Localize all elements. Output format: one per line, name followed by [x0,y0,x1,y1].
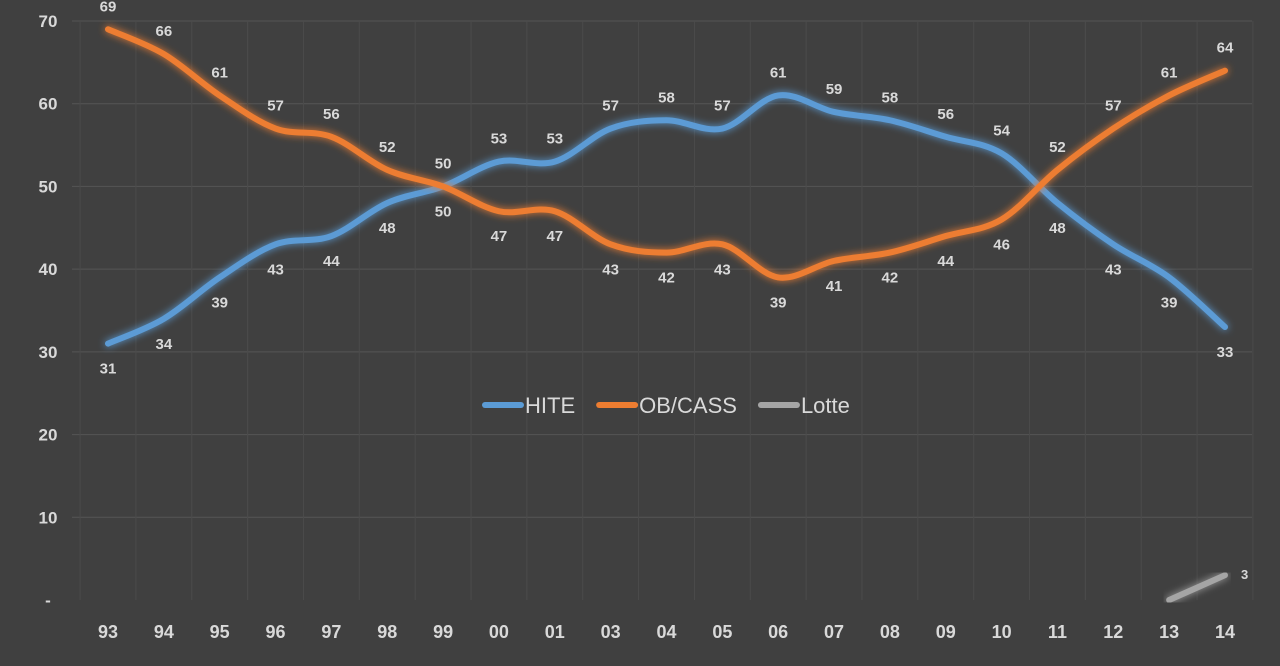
y-tick-label: 10 [39,508,58,527]
data-label-obcass: 43 [602,261,619,278]
x-axis: 93 94 95 96 97 98 99 00 01 03 04 05 06 07 08 09 10 11 12 13… [98,622,1235,642]
data-label-hite: 48 [379,220,396,237]
x-tick-label: 04 [656,622,676,642]
data-label-hite: 50 [435,155,452,172]
x-tick-label: 00 [489,622,509,642]
data-label-hite: 61 [770,64,787,81]
series-line-lotte [1166,572,1228,603]
x-tick-label: 05 [712,622,732,642]
x-tick-label: 94 [154,622,174,642]
data-label-hite: 58 [658,89,675,106]
data-label-obcass: 50 [435,203,452,220]
data-label-obcass: 39 [770,294,787,311]
y-tick-label: 30 [39,343,58,362]
data-label-hite: 31 [100,361,117,378]
data-labels: 31 69 34 66 39 61 43 57 44 56 48 52 50 50 53 47 53 47 57 43… [100,0,1249,582]
x-tick-label: 13 [1159,622,1179,642]
data-label-hite: 59 [826,81,843,98]
data-label-hite: 57 [602,98,619,115]
data-label-obcass: 42 [658,270,675,287]
data-label-hite: 34 [156,336,173,353]
series-line-obcass [105,26,1228,281]
data-label-hite: 56 [937,106,954,123]
data-label-hite: 33 [1217,344,1234,361]
x-tick-label: 09 [936,622,956,642]
data-label-hite: 39 [211,294,228,311]
x-tick-label: 97 [321,622,341,642]
data-label-hite: 53 [546,131,563,148]
data-label-obcass: 46 [993,237,1010,254]
data-label-obcass: 56 [323,106,340,123]
x-tick-label: 95 [210,622,230,642]
y-tick-label: - [45,591,51,610]
data-label-obcass: 69 [100,0,117,15]
legend: HITE OB/CASS Lotte [482,393,850,418]
data-label-hite: 58 [882,89,899,106]
x-tick-label: 03 [601,622,621,642]
y-tick-label: 50 [39,177,58,196]
data-label-obcass: 66 [156,23,173,40]
legend-label: Lotte [801,393,850,418]
x-tick-label: 06 [768,622,788,642]
data-label-obcass: 61 [1161,64,1178,81]
data-label-obcass: 42 [882,270,899,287]
x-tick-label: 10 [992,622,1012,642]
legend-label: OB/CASS [639,393,737,418]
data-label-obcass: 57 [1105,98,1122,115]
data-label-obcass: 43 [714,261,731,278]
data-label-obcass: 47 [546,228,563,245]
data-label-hite: 43 [267,261,284,278]
x-tick-label: 07 [824,622,844,642]
data-label-obcass: 41 [826,278,843,295]
data-label-hite: 54 [993,122,1010,139]
data-label-hite: 57 [714,98,731,115]
x-tick-label: 12 [1103,622,1123,642]
x-tick-label: 11 [1048,622,1067,642]
x-tick-label: 99 [433,622,453,642]
data-label-lotte: 3 [1241,567,1248,582]
data-label-obcass: 61 [211,64,228,81]
data-label-hite: 39 [1161,294,1178,311]
grid [72,20,1254,600]
y-tick-label: 40 [39,260,58,279]
legend-label: HITE [525,393,575,418]
series-line-hite [105,92,1228,347]
data-label-obcass: 47 [491,228,508,245]
x-tick-label: 98 [377,622,397,642]
data-label-hite: 43 [1105,261,1122,278]
y-axis: - 10 20 30 40 50 60 70 [39,12,58,610]
x-tick-label: 01 [545,622,565,642]
data-label-obcass: 57 [267,98,284,115]
data-label-hite: 53 [491,131,508,148]
x-tick-label: 96 [266,622,286,642]
x-tick-label: 14 [1215,622,1235,642]
data-label-obcass: 64 [1217,40,1234,57]
data-label-hite: 48 [1049,220,1066,237]
data-label-obcass: 44 [937,253,954,270]
y-tick-label: 70 [39,12,58,31]
data-label-obcass: 52 [379,139,396,156]
x-tick-label: 08 [880,622,900,642]
y-tick-label: 20 [39,426,58,445]
data-label-hite: 44 [323,253,340,270]
y-tick-label: 60 [39,95,58,114]
x-tick-label: 93 [98,622,118,642]
series-lines [105,26,1228,603]
data-label-obcass: 52 [1049,139,1066,156]
